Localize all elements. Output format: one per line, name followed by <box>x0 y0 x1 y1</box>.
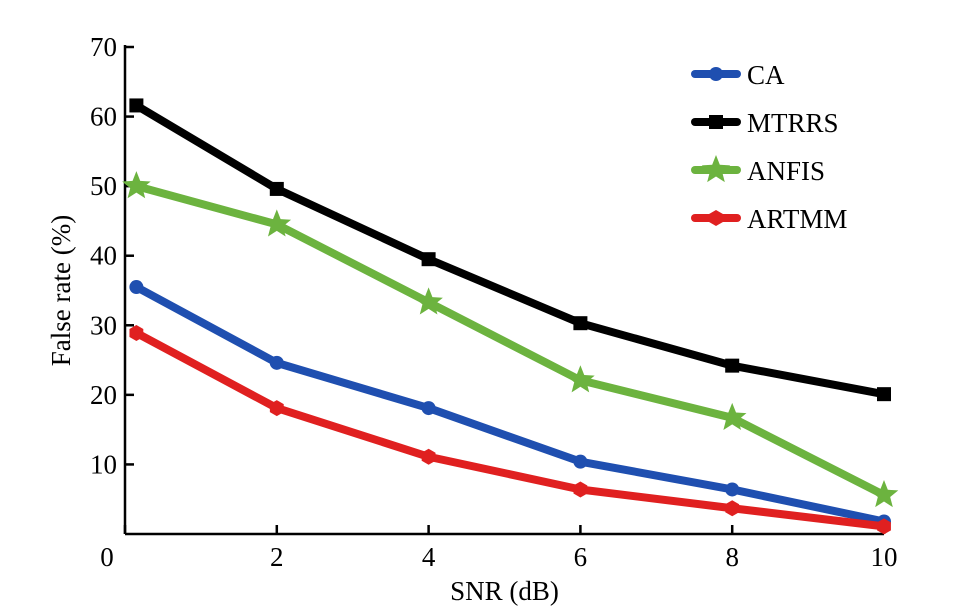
anfis-line <box>132 182 888 500</box>
anfis-data-point <box>566 365 595 393</box>
legend-marker <box>709 115 723 129</box>
y-tick-label: 10 <box>90 449 117 479</box>
x-axis-title: SNR (dB) <box>450 576 559 606</box>
mtrrs-data-point <box>877 387 891 402</box>
ca-data-point <box>725 482 740 497</box>
x-tick-label: 8 <box>725 542 739 572</box>
series-anfis <box>122 171 899 508</box>
artmm-data-point <box>573 481 588 498</box>
series-mtrrs <box>129 98 891 402</box>
x-tick-label: 10 <box>871 542 898 572</box>
y-tick-label: 60 <box>90 102 117 132</box>
legend: CA MTRRS ANFIS ARTMM <box>691 60 847 234</box>
legend-label: ANFIS <box>747 156 825 186</box>
legend-item-anfis: ANFIS <box>691 155 825 186</box>
legend-item-ca: CA <box>691 60 785 90</box>
artmm-data-point <box>725 500 740 517</box>
anfis-data-point <box>717 402 747 430</box>
mtrrs-data-point <box>725 358 740 373</box>
y-tick-label: 20 <box>90 380 117 410</box>
anfis-data-point <box>122 171 151 199</box>
x-tick-label: 6 <box>574 542 588 572</box>
y-tick-label: 50 <box>90 171 117 201</box>
legend-marker <box>709 210 723 226</box>
ca-data-point <box>573 454 588 469</box>
artmm-line <box>132 328 888 531</box>
series-artmm <box>129 324 891 535</box>
ca-line <box>132 283 888 526</box>
artmm-data-point <box>421 448 436 465</box>
anfis-data-point <box>262 209 292 237</box>
mtrrs-data-point <box>129 98 144 113</box>
axes <box>123 45 884 536</box>
legend-item-mtrrs: MTRRS <box>691 108 839 138</box>
ca-data-point <box>129 280 144 295</box>
legend-label: ARTMM <box>747 204 847 234</box>
y-tick-label: 40 <box>90 241 117 271</box>
tick-group: 0 2 4 6 8 10 10 20 30 40 50 60 70 <box>90 32 898 572</box>
mtrrs-line <box>132 101 888 399</box>
y-axis-title: False rate (%) <box>46 215 76 366</box>
mtrrs-data-point <box>269 181 284 196</box>
artmm-data-point <box>269 400 284 417</box>
x-tick-label: 0 <box>100 542 114 572</box>
legend-marker <box>709 67 723 81</box>
mtrrs-data-point <box>573 316 588 331</box>
x-tick-label: 2 <box>270 542 284 572</box>
ca-data-point <box>269 355 284 370</box>
legend-label: CA <box>747 60 785 90</box>
y-tick-label: 30 <box>90 310 117 340</box>
mtrrs-data-point <box>421 252 436 267</box>
artmm-data-point <box>129 324 144 341</box>
y-tick-label: 70 <box>90 32 117 62</box>
artmm-data-point <box>877 518 891 535</box>
series-ca <box>129 280 891 529</box>
legend-label: MTRRS <box>747 108 839 138</box>
anfis-data-point <box>414 287 443 315</box>
anfis-data-point <box>869 480 899 508</box>
legend-item-artmm: ARTMM <box>691 204 847 234</box>
series-layer <box>122 98 899 535</box>
x-tick-label: 4 <box>422 542 436 572</box>
legend-marker <box>701 155 731 183</box>
ca-data-point <box>421 401 436 416</box>
